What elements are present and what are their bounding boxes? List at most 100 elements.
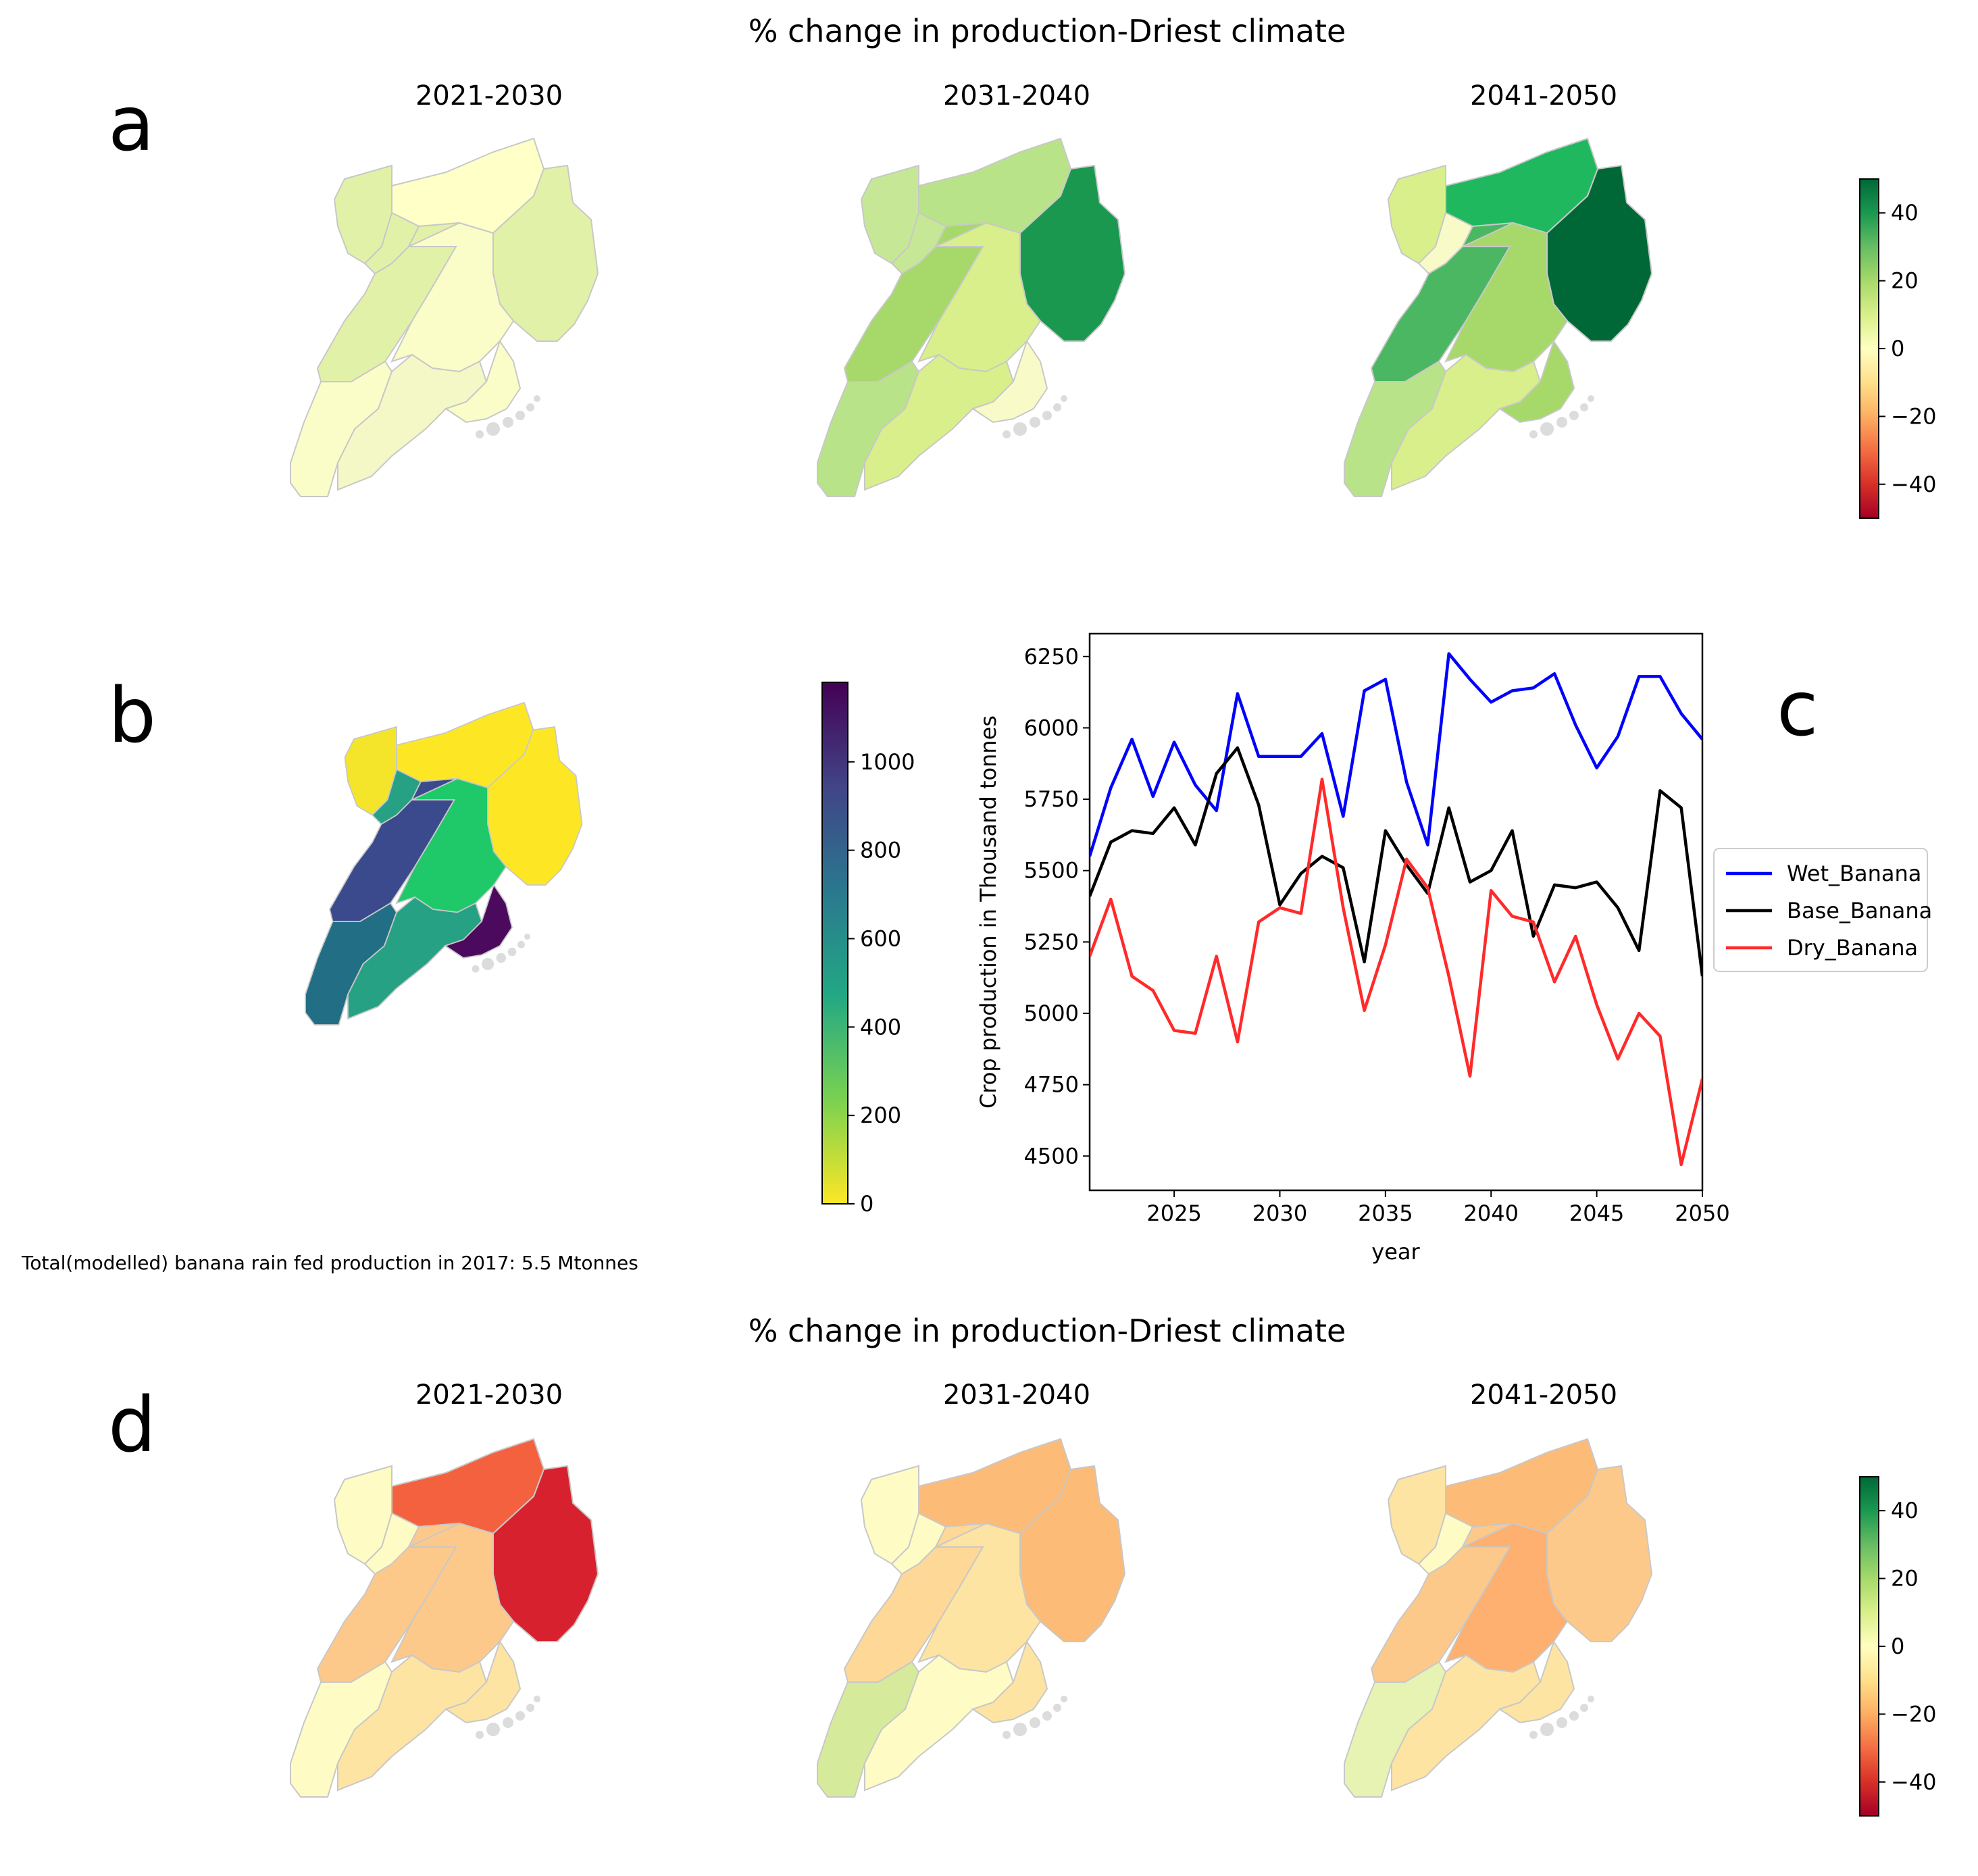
map-region-lake xyxy=(971,339,1048,424)
island xyxy=(526,403,534,411)
line-chart-c: 2025 2030 2035 2040 2045 2050 4500 4750 5000 5250… xyxy=(975,632,1932,1265)
island xyxy=(1529,1731,1538,1739)
x-tick-label: 2025 xyxy=(1146,1200,1201,1226)
legend-label: Dry_Banana xyxy=(1787,935,1918,961)
map-region-south xyxy=(337,1654,488,1792)
period-title-d-3: 2041-2050 xyxy=(1470,1379,1617,1411)
lake-islands xyxy=(1003,395,1067,438)
colorbar-tick-label: 40 xyxy=(1891,1498,1919,1523)
legend-frame xyxy=(1713,848,1928,972)
y-tick-label: 6000 xyxy=(1024,715,1079,740)
island xyxy=(517,940,525,948)
island xyxy=(1053,1704,1061,1712)
island xyxy=(503,1717,513,1728)
period-title-d-1: 2021-2030 xyxy=(415,1379,563,1411)
island xyxy=(534,395,540,402)
lake-islands xyxy=(472,934,530,973)
lake-islands xyxy=(1003,1696,1067,1739)
island xyxy=(1588,1696,1594,1702)
island xyxy=(515,1711,525,1721)
island xyxy=(526,1704,534,1712)
island xyxy=(1556,1717,1567,1728)
island xyxy=(1540,422,1554,436)
colorbar-tick-label: −20 xyxy=(1891,1701,1937,1727)
series-line-base-banana xyxy=(1090,746,1702,977)
map-region-lake xyxy=(1498,339,1575,424)
island xyxy=(534,1696,540,1702)
legend-label: Wet_Banana xyxy=(1787,861,1921,886)
lake-islands xyxy=(1529,395,1594,438)
map-region-lake xyxy=(1498,1640,1575,1724)
colorbar-a: 40 20 0 −20 −40 xyxy=(1859,178,1937,519)
island xyxy=(1042,1711,1052,1721)
y-tick-label: 5500 xyxy=(1024,858,1079,884)
island xyxy=(1556,417,1567,428)
island xyxy=(1569,411,1579,420)
period-title-d-2: 2031-2040 xyxy=(943,1379,1090,1411)
y-tick-label: 6250 xyxy=(1024,644,1079,669)
colorbar-tick-label: 1000 xyxy=(860,749,915,775)
colorbar-tick-label: 20 xyxy=(1891,1566,1919,1592)
map-region-lake xyxy=(444,339,522,424)
map-region-lake xyxy=(443,883,513,959)
x-tick-label: 2035 xyxy=(1358,1200,1413,1226)
y-tick-label: 4500 xyxy=(1024,1143,1079,1169)
map-region-lake xyxy=(444,1640,522,1724)
island xyxy=(472,965,480,973)
map-region-lake xyxy=(971,1640,1048,1724)
colorbar-tick-label: 600 xyxy=(860,926,901,951)
map-region-south xyxy=(864,353,1015,491)
period-title-a-2: 2031-2040 xyxy=(943,80,1090,111)
island xyxy=(1003,1731,1011,1739)
island xyxy=(1580,1704,1588,1712)
island xyxy=(486,422,500,436)
period-title-a-1: 2021-2030 xyxy=(415,80,563,111)
colorbar-tick-label: −40 xyxy=(1891,472,1937,497)
island xyxy=(496,953,506,963)
top-figure-title: % change in production-Driest climate xyxy=(749,13,1346,49)
island xyxy=(1042,411,1052,420)
island xyxy=(1588,395,1594,402)
colorbar-tick-label: 0 xyxy=(1891,336,1904,361)
island xyxy=(503,417,513,428)
colorbar-body xyxy=(821,682,848,1205)
colorbar-body xyxy=(1859,178,1879,519)
colorbar-tick-label: 800 xyxy=(860,838,901,863)
y-tick-label: 5750 xyxy=(1024,786,1079,812)
island xyxy=(1053,403,1061,411)
map-a-2031-2040 xyxy=(817,137,1126,497)
map-region-south xyxy=(347,896,483,1020)
series-line-wet-banana xyxy=(1090,652,1702,857)
x-tick-label: 2050 xyxy=(1675,1200,1729,1226)
legend-label: Base_Banana xyxy=(1787,898,1932,923)
colorbar-tick-label: 40 xyxy=(1891,200,1919,226)
island xyxy=(1061,1696,1067,1702)
map-d-2021-2030 xyxy=(290,1438,599,1798)
panel-label-d: d xyxy=(108,1381,156,1469)
colorbar-tick-label: −20 xyxy=(1891,403,1937,429)
panel-label-c: c xyxy=(1777,665,1819,753)
map-region-south xyxy=(1391,353,1542,491)
lake-islands xyxy=(476,1696,540,1739)
y-tick-label: 5250 xyxy=(1024,929,1079,955)
chart-ylabel: Crop production in Thousand tonnes xyxy=(975,715,1001,1109)
island xyxy=(1013,422,1027,436)
chart-xlabel: year xyxy=(1371,1239,1420,1265)
panel-label-b: b xyxy=(108,672,156,760)
colorbar-d: 40 20 0 −20 −40 xyxy=(1859,1476,1937,1817)
island xyxy=(476,1731,484,1739)
map-d-2041-2050 xyxy=(1344,1438,1653,1798)
map-a-2041-2050 xyxy=(1344,137,1653,497)
island xyxy=(1003,430,1011,438)
y-tick-label: 4750 xyxy=(1024,1072,1079,1098)
map-b-production xyxy=(305,701,583,1025)
island xyxy=(482,958,494,970)
island xyxy=(507,947,517,957)
bottom-figure-title: % change in production-Driest climate xyxy=(749,1313,1346,1349)
colorbar-tick-label: 20 xyxy=(1891,268,1919,294)
colorbar-tick-label: 0 xyxy=(1891,1633,1904,1659)
colorbar-tick-label: 400 xyxy=(860,1014,901,1040)
island xyxy=(1030,417,1040,428)
island xyxy=(524,934,530,940)
chart-legend: Wet_Banana Base_Banana Dry_Banana xyxy=(1713,848,1932,972)
